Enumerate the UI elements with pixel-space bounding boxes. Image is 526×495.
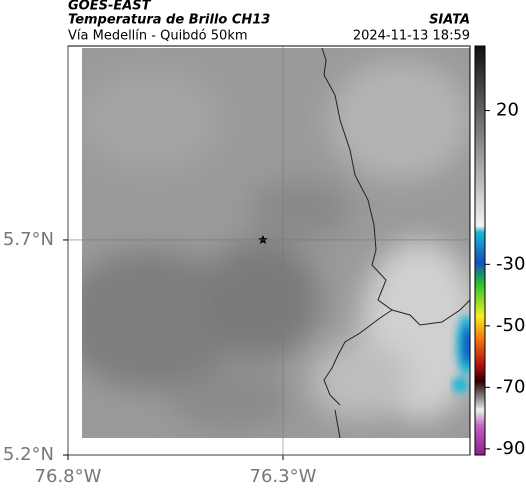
x-tick-label: 76.3°W [250,466,317,487]
colorbar-tick-label: -70 [496,376,525,397]
location-marker [258,235,268,244]
x-tick-label: 76.8°W [35,466,102,487]
route: Vía Medellín - Quibdó 50km [68,29,248,44]
org: SIATA [429,13,470,28]
satellite: GOES-EAST [68,0,152,14]
borders [321,47,471,439]
colorbar-tick-label: -30 [496,253,525,274]
colorbar-tick-label: 20 [496,100,519,121]
satellite-image [82,48,470,438]
product: Temperatura de Brillo CH13 [68,13,270,28]
y-tick-label: 5.2°N [3,444,54,465]
y-tick-label: 5.7°N [3,229,54,250]
datetime: 2024-11-13 18:59 [353,29,470,44]
colorbar-tick-label: -50 [496,315,525,336]
colorbar [474,45,486,456]
colorbar-tick-label: -90 [496,438,525,459]
